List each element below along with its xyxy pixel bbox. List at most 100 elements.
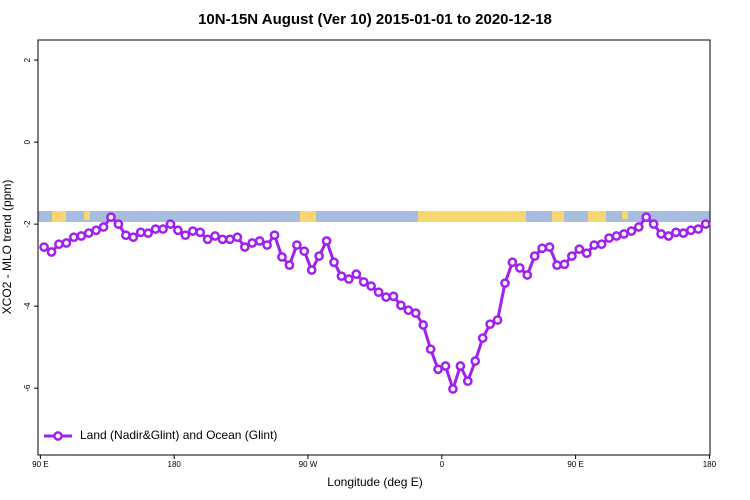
- data-point: [321, 236, 332, 246]
- y-tick-label: -4: [23, 302, 32, 310]
- data-point: [581, 248, 592, 259]
- data-point: [477, 333, 488, 343]
- data-point: [448, 384, 458, 394]
- data-point: [418, 320, 429, 330]
- data-point: [232, 232, 243, 243]
- data-point: [366, 281, 377, 291]
- data-point: [158, 224, 168, 234]
- land-patch: [418, 211, 526, 222]
- plot-frame: [37, 39, 711, 456]
- data-point: [693, 224, 704, 234]
- data-point: [626, 226, 637, 236]
- data-point: [470, 356, 481, 366]
- data-point: [425, 344, 436, 355]
- data-point: [641, 212, 652, 223]
- map-strip: [38, 211, 710, 222]
- data-point: [299, 246, 310, 257]
- data-point: [143, 228, 154, 238]
- data-point: [559, 259, 570, 270]
- data-point: [121, 230, 131, 241]
- legend-marker: [53, 431, 63, 441]
- data-point: [507, 257, 518, 268]
- land-patch: [588, 211, 606, 222]
- land-patch: [622, 211, 628, 219]
- x-axis-label: Longitude (deg E): [327, 475, 422, 489]
- data-point: [128, 232, 139, 243]
- data-point: [239, 242, 250, 252]
- data-point: [61, 238, 72, 248]
- data-point: [180, 230, 191, 241]
- data-point: [54, 239, 64, 250]
- data-point: [291, 240, 302, 250]
- x-tick-label: 180: [168, 460, 182, 469]
- data-point: [611, 231, 622, 241]
- data-point: [210, 231, 220, 241]
- data-point: [106, 212, 116, 223]
- data-point: [262, 240, 272, 250]
- data-point: [135, 227, 146, 238]
- data-point: [596, 239, 607, 250]
- data-point: [344, 274, 354, 284]
- data-point: [671, 227, 681, 238]
- data-point: [492, 315, 503, 325]
- data-point: [500, 278, 510, 289]
- data-point: [522, 270, 533, 280]
- data-point: [544, 242, 555, 252]
- legend-label: Land (Nadir&Glint) and Ocean (Glint): [80, 428, 277, 442]
- data-point: [83, 228, 94, 238]
- data-point: [604, 233, 614, 243]
- data-point: [381, 292, 391, 302]
- data-point: [514, 263, 525, 273]
- land-patch: [300, 211, 316, 222]
- y-tick-label: -6: [23, 384, 32, 392]
- data-point: [567, 251, 577, 261]
- data-point: [351, 269, 362, 280]
- data-point: [678, 228, 689, 238]
- data-point: [388, 291, 399, 302]
- land-patch: [84, 211, 90, 220]
- x-tick-label: 90 E: [567, 460, 583, 469]
- y-tick-label: -2: [23, 220, 32, 228]
- data-point: [277, 252, 287, 262]
- x-tick-label: 90 E: [32, 460, 48, 469]
- data-point: [433, 364, 443, 375]
- data-point: [225, 234, 235, 245]
- data-point: [648, 219, 659, 229]
- ocean-strip: [38, 211, 710, 222]
- land-patch: [52, 211, 66, 222]
- data-point: [336, 271, 347, 282]
- data-point: [633, 222, 644, 232]
- data-point: [284, 260, 295, 270]
- data-point: [403, 305, 414, 316]
- data-point: [173, 225, 183, 236]
- data-point: [574, 244, 585, 254]
- data-point: [113, 219, 124, 229]
- data-point: [202, 234, 213, 245]
- data-point: [217, 234, 228, 245]
- data-point: [254, 236, 265, 246]
- y-tick-label: 2: [23, 57, 32, 62]
- data-point: [98, 222, 109, 232]
- x-tick-label: 90 W: [299, 460, 318, 469]
- x-tick-label: 180: [703, 460, 717, 469]
- data-point: [314, 251, 324, 261]
- data-point: [589, 240, 600, 250]
- data-point: [656, 229, 666, 239]
- chart-title: 10N-15N August (Ver 10) 2015-01-01 to 20…: [198, 11, 552, 28]
- y-tick-label: 0: [23, 139, 32, 144]
- data-point: [663, 231, 674, 241]
- data-point: [529, 251, 540, 261]
- data-point: [396, 300, 406, 311]
- data-point: [329, 257, 339, 268]
- data-point: [373, 287, 384, 298]
- data-point: [485, 319, 495, 330]
- x-tick-label: 0: [440, 460, 445, 469]
- data-point: [358, 277, 369, 287]
- data-point: [410, 308, 421, 318]
- data-point: [76, 231, 87, 241]
- data-point: [46, 247, 57, 257]
- y-axis-label: XCO2 - MLO trend (ppm): [0, 180, 14, 315]
- data-point: [247, 238, 258, 248]
